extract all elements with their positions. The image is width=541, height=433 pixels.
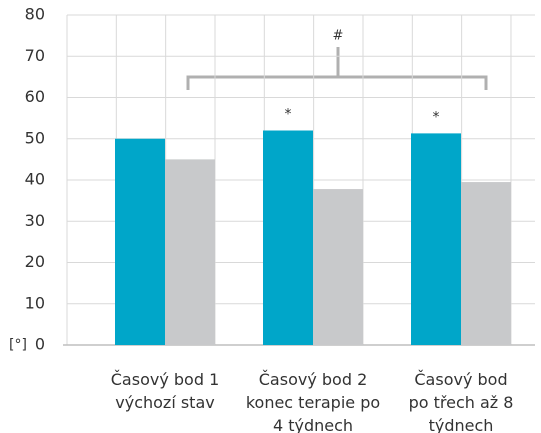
y-tick-label: 70 [25, 46, 45, 65]
bracket [186, 47, 488, 90]
x-tick-label: Časový bod 2 konec terapie po 4 týdnech [246, 370, 380, 433]
x-tick-label-line: Časový bod 2 [259, 370, 368, 389]
x-tick-label-line: Časový bod [414, 370, 507, 389]
x-tick-label-line: konec terapie po [246, 393, 380, 412]
y-tick-label: 0 [35, 335, 45, 354]
bar [263, 130, 313, 345]
x-tick-label-line: 4 týdnech [273, 416, 353, 433]
x-tick-label: Časový bod po třech až 8 týdnech [409, 370, 514, 433]
y-tick-label: 20 [25, 252, 45, 271]
y-tick-label: 60 [25, 87, 45, 106]
annotation: # [333, 29, 344, 44]
y-tick-label: 50 [25, 128, 45, 147]
x-tick-label: Časový bod 1 výchozí stav [111, 370, 220, 412]
bar [165, 159, 215, 345]
x-tick-label-line: Časový bod 1 [111, 370, 220, 389]
y-tick-label: 40 [25, 170, 45, 189]
x-tick-label-line: týdnech [429, 416, 494, 433]
y-tick-label: 30 [25, 211, 45, 230]
x-tick-label-line: po třech až 8 [409, 393, 514, 412]
bar [313, 189, 363, 345]
bar [115, 138, 165, 345]
annotation: * [433, 109, 440, 125]
bar [411, 133, 461, 345]
y-axis-label: [°] [9, 337, 27, 353]
y-tick-label: 80 [25, 5, 45, 24]
x-tick-label-line: výchozí stav [115, 393, 214, 412]
y-tick-label: 10 [25, 293, 45, 312]
bracket-line [186, 75, 488, 90]
annotation: * [285, 107, 292, 123]
bar [461, 182, 511, 345]
